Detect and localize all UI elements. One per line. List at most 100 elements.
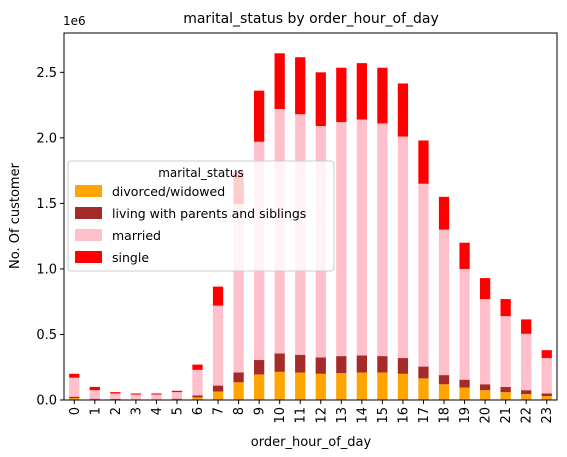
x-tick-label: 17 bbox=[417, 407, 432, 424]
x-tick-label: 1 bbox=[88, 407, 103, 415]
legend-swatch bbox=[75, 251, 102, 263]
bar-segment bbox=[500, 392, 511, 400]
bar-segment bbox=[356, 355, 367, 373]
x-axis-label: order_hour_of_day bbox=[251, 435, 372, 450]
bar-segment bbox=[521, 319, 532, 334]
bar-segment bbox=[377, 356, 388, 373]
bar-segment bbox=[151, 394, 162, 400]
bar-segment bbox=[171, 392, 183, 399]
bar-segment bbox=[89, 398, 100, 400]
bar-segment bbox=[89, 386, 100, 391]
bar-segment bbox=[212, 385, 224, 392]
bar-segment bbox=[336, 356, 347, 374]
bar-segment bbox=[336, 67, 347, 123]
bar-segment bbox=[479, 278, 491, 300]
bar-segment bbox=[69, 377, 80, 397]
bar-segment bbox=[212, 391, 224, 400]
y-tick-label: 2.0 bbox=[36, 131, 57, 146]
legend-swatch bbox=[75, 185, 102, 197]
bar-segment bbox=[233, 382, 244, 400]
plot-area-frame bbox=[63, 32, 558, 401]
bar-segment bbox=[459, 268, 470, 380]
bar-segment bbox=[500, 386, 511, 393]
bar-segment bbox=[397, 136, 409, 359]
bar-segment bbox=[541, 358, 552, 394]
x-tick-label: 22 bbox=[520, 407, 535, 424]
bar-segment bbox=[438, 229, 450, 376]
bar-segment bbox=[438, 375, 450, 385]
y-axis-offset-text: 1e6 bbox=[63, 14, 86, 28]
bar-segment bbox=[315, 357, 326, 374]
bar-segment bbox=[110, 392, 121, 394]
bar-segment bbox=[356, 119, 367, 356]
bar-segment bbox=[459, 242, 470, 269]
bar-segment bbox=[69, 373, 80, 378]
bar-segment bbox=[397, 373, 409, 400]
x-tick-label: 18 bbox=[438, 407, 453, 424]
bar-segment bbox=[336, 373, 347, 400]
x-tick-label: 13 bbox=[335, 407, 350, 424]
x-tick-label: 6 bbox=[191, 407, 206, 415]
legend-swatch bbox=[75, 207, 102, 219]
bar-segment bbox=[418, 366, 429, 379]
x-tick-label: 9 bbox=[253, 407, 268, 415]
x-tick-label: 4 bbox=[150, 407, 165, 415]
series-0 bbox=[69, 371, 552, 400]
bar-segment bbox=[336, 122, 347, 357]
bar-segment bbox=[438, 196, 450, 230]
bar-segment bbox=[171, 390, 183, 393]
bar-segment bbox=[110, 393, 121, 400]
bar-segment bbox=[274, 371, 285, 400]
bar-segment bbox=[212, 286, 224, 306]
x-tick-label: 7 bbox=[212, 407, 227, 415]
chart-title: marital_status by order_hour_of_day bbox=[183, 11, 439, 27]
legend: marital_status divorced/widowed living wi… bbox=[67, 160, 335, 272]
x-tick-label: 2 bbox=[109, 407, 124, 415]
bar-segment bbox=[212, 305, 224, 386]
bar-segment bbox=[192, 395, 203, 398]
bar-segment bbox=[541, 350, 552, 359]
x-axis-ticks: 0 1 2 3 4 5 6 7 8 9 10 11 12 13 14 15 16 17 18 19 20 21 22 23 bbox=[68, 400, 555, 424]
bar-segment bbox=[397, 83, 409, 137]
series-1 bbox=[69, 353, 552, 400]
bar-segment bbox=[438, 384, 450, 400]
y-axis-ticks: 0.0 0.5 1.0 1.5 2.0 2.5 bbox=[36, 66, 64, 409]
legend-label: married bbox=[112, 228, 161, 243]
bar-segment bbox=[521, 394, 532, 400]
bar-segment bbox=[130, 394, 142, 400]
legend-title: marital_status bbox=[158, 166, 244, 180]
bar-segment bbox=[89, 390, 100, 399]
x-tick-label: 3 bbox=[129, 407, 144, 415]
x-tick-label: 8 bbox=[232, 407, 247, 415]
x-tick-label: 21 bbox=[499, 407, 514, 424]
bar-segment bbox=[459, 387, 470, 400]
x-tick-label: 23 bbox=[540, 407, 555, 424]
bar-segment bbox=[418, 183, 429, 367]
bar-segment bbox=[479, 384, 491, 391]
y-tick-label: 1.5 bbox=[36, 197, 57, 212]
bar-segment bbox=[377, 123, 388, 357]
bar-segment bbox=[521, 333, 532, 391]
bar-segment bbox=[192, 364, 203, 370]
bar-segment bbox=[233, 372, 244, 383]
bar-segment bbox=[254, 90, 265, 142]
bar-segment bbox=[479, 390, 491, 400]
bar-segment bbox=[274, 53, 285, 110]
bar-segment bbox=[130, 393, 142, 395]
bar-segment bbox=[192, 369, 203, 396]
bar-segment bbox=[397, 358, 409, 374]
bar-segment bbox=[459, 379, 470, 388]
bar-segment bbox=[233, 204, 244, 373]
bar-segment bbox=[295, 372, 306, 400]
bar-segment bbox=[356, 372, 367, 400]
legend-label: single bbox=[112, 250, 149, 265]
y-tick-label: 0.0 bbox=[36, 394, 57, 409]
legend-box bbox=[67, 160, 335, 272]
x-tick-label: 0 bbox=[68, 407, 83, 415]
bar-segment bbox=[377, 67, 388, 124]
bar-segment bbox=[356, 63, 367, 120]
bar-segment bbox=[171, 398, 183, 400]
bar-segment bbox=[541, 393, 552, 397]
bar-segment bbox=[500, 299, 511, 317]
x-tick-label: 11 bbox=[294, 407, 309, 424]
